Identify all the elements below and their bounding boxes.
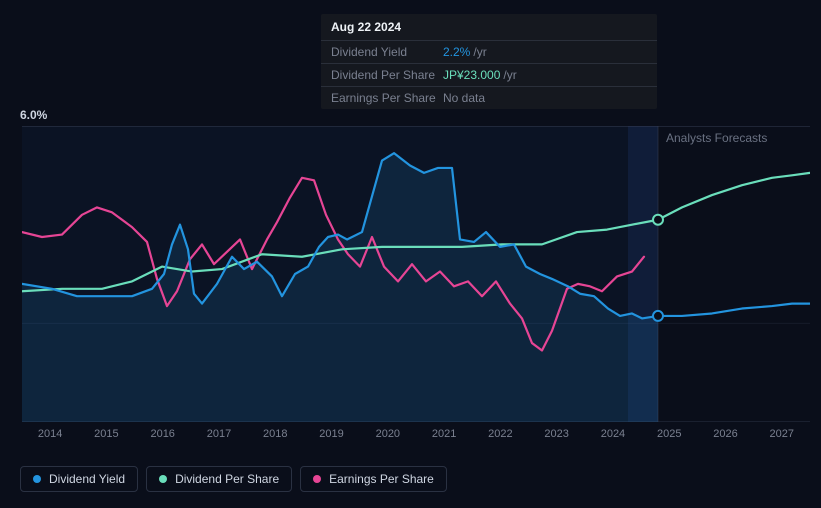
tooltip-value: JP¥23.000 bbox=[443, 68, 500, 82]
hover-tooltip: Aug 22 2024 Dividend Yield 2.2% /yr Divi… bbox=[321, 14, 657, 109]
legend-dot-icon bbox=[159, 475, 167, 483]
x-tick: 2018 bbox=[247, 428, 303, 440]
legend-label: Dividend Per Share bbox=[175, 472, 279, 486]
x-tick: 2017 bbox=[191, 428, 247, 440]
x-tick: 2019 bbox=[303, 428, 359, 440]
x-tick: 2014 bbox=[22, 428, 78, 440]
x-tick: 2022 bbox=[472, 428, 528, 440]
x-tick: 2021 bbox=[416, 428, 472, 440]
x-tick: 2026 bbox=[697, 428, 753, 440]
tooltip-suffix: /yr bbox=[503, 68, 516, 82]
x-tick: 2015 bbox=[78, 428, 134, 440]
tooltip-label: Dividend Yield bbox=[331, 45, 443, 59]
legend-item[interactable]: Dividend Yield bbox=[20, 466, 138, 492]
y-axis-max-label: 6.0% bbox=[20, 108, 47, 122]
line-chart[interactable] bbox=[22, 126, 810, 422]
tooltip-row: Earnings Per Share No data bbox=[321, 86, 657, 109]
legend-item[interactable]: Earnings Per Share bbox=[300, 466, 447, 492]
legend-item[interactable]: Dividend Per Share bbox=[146, 466, 292, 492]
tooltip-suffix: /yr bbox=[473, 45, 486, 59]
x-tick: 2016 bbox=[135, 428, 191, 440]
chart-svg bbox=[22, 126, 810, 422]
tooltip-value: No data bbox=[443, 91, 485, 105]
x-tick: 2023 bbox=[529, 428, 585, 440]
tooltip-label: Earnings Per Share bbox=[331, 91, 443, 105]
x-tick: 2024 bbox=[585, 428, 641, 440]
tooltip-row: Dividend Per Share JP¥23.000 /yr bbox=[321, 63, 657, 86]
chart-legend: Dividend Yield Dividend Per Share Earnings… bbox=[20, 466, 447, 492]
x-axis: 2014201520162017201820192020202120222023… bbox=[22, 428, 810, 440]
legend-dot-icon bbox=[33, 475, 41, 483]
tooltip-date: Aug 22 2024 bbox=[321, 14, 657, 40]
x-tick: 2025 bbox=[641, 428, 697, 440]
legend-label: Dividend Yield bbox=[49, 472, 125, 486]
tooltip-value: 2.2% bbox=[443, 45, 470, 59]
legend-label: Earnings Per Share bbox=[329, 472, 434, 486]
tooltip-row: Dividend Yield 2.2% /yr bbox=[321, 40, 657, 63]
legend-dot-icon bbox=[313, 475, 321, 483]
x-tick: 2027 bbox=[754, 428, 810, 440]
x-tick: 2020 bbox=[360, 428, 416, 440]
tooltip-label: Dividend Per Share bbox=[331, 68, 443, 82]
